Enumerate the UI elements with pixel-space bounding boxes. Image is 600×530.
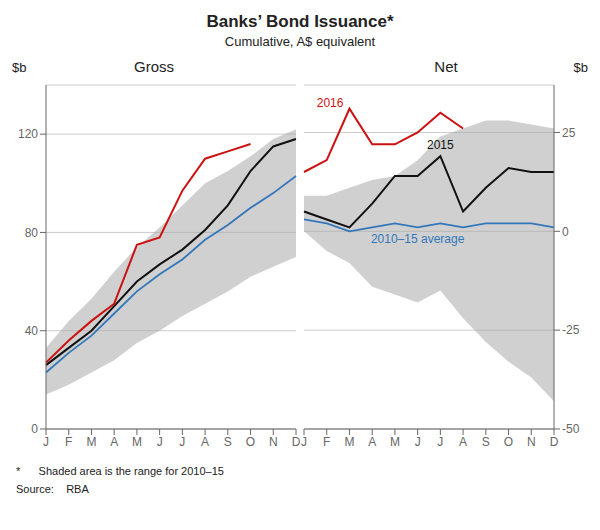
svg-text:A: A [110,435,118,449]
svg-text:J: J [437,435,443,449]
svg-text:N: N [269,435,278,449]
svg-text:0: 0 [31,422,38,436]
svg-text:D: D [550,435,559,449]
svg-text:M: M [86,435,96,449]
svg-text:J: J [157,435,163,449]
svg-text:A: A [201,435,209,449]
svg-text:120: 120 [18,127,38,141]
svg-text:O: O [246,435,255,449]
svg-text:80: 80 [25,226,39,240]
svg-text:A: A [459,435,467,449]
html-text:* Shaded area is the range for: * Shaded area is the range for 2010–15 [16,465,224,477]
html-text:Source: RBA: Source: RBA [16,483,89,495]
html-text:Banks’ Bond Issuance*: Banks’ Bond Issuance* [206,12,394,31]
svg-text:S: S [224,435,232,449]
svg-text:0: 0 [562,225,569,239]
html-text:Gross: Gross [134,58,174,75]
svg-text:D: D [292,435,300,449]
html-text:Net: Net [434,58,458,75]
svg-text:-50: -50 [562,422,580,436]
svg-text:A: A [368,435,376,449]
html-text:Cumulative, A$ equivalent: Cumulative, A$ equivalent [224,34,376,49]
svg-text:O: O [504,435,513,449]
html-text:$b: $b [12,60,27,75]
svg-text:F: F [323,435,330,449]
svg-text:M: M [344,435,354,449]
svg-text:S: S [482,435,490,449]
svg-text:J: J [301,435,307,449]
svg-text:2010–15 average: 2010–15 average [371,232,465,246]
svg-text:J: J [43,435,49,449]
svg-text:N: N [527,435,536,449]
svg-text:M: M [132,435,142,449]
svg-text:M: M [390,435,400,449]
svg-text:25: 25 [562,126,576,140]
svg-text:J: J [179,435,185,449]
svg-text:2016: 2016 [317,96,344,110]
svg-text:40: 40 [25,324,39,338]
html-text:$b: $b [573,60,588,75]
svg-text:2015: 2015 [427,138,454,152]
svg-text:F: F [65,435,72,449]
svg-text:J: J [415,435,421,449]
svg-text:-25: -25 [562,323,580,337]
